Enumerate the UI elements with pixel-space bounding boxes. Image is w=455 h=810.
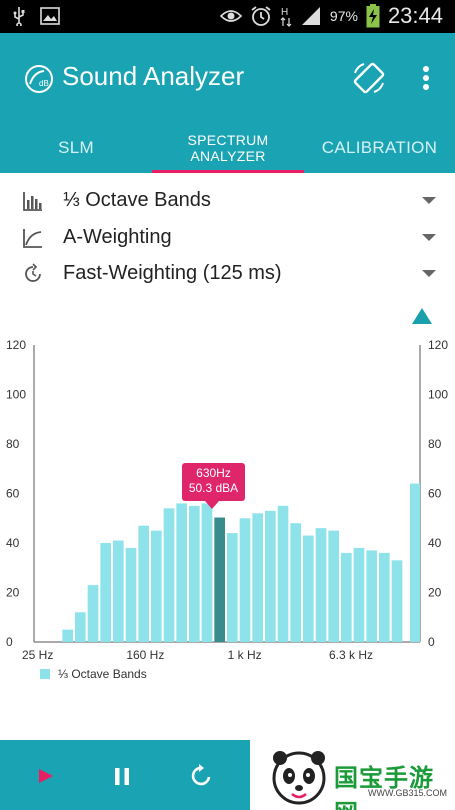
app-logo-icon: dB [25, 65, 53, 93]
spectrum-bar [75, 612, 86, 642]
spectrum-bar [391, 560, 403, 642]
y-tick-label-right: 0 [428, 635, 435, 649]
tab-spectrum-analyzer-label: SPECTRUM ANALYZER [187, 132, 269, 164]
spectrum-bar [189, 505, 200, 642]
eye-icon [219, 10, 242, 22]
tab-spectrum-analyzer[interactable]: SPECTRUM ANALYZER [152, 123, 304, 173]
y-tick-label-left: 0 [6, 635, 13, 649]
spectrum-bar [227, 533, 238, 642]
y-tick-label-left: 20 [6, 586, 20, 600]
watermark-text: 国宝手游网 [334, 765, 434, 810]
y-tick-label-left: 100 [6, 388, 26, 402]
weighting-value: A-Weighting [63, 226, 172, 248]
timer-icon [25, 263, 41, 282]
spectrum-bar [100, 543, 111, 642]
x-tick-label: 1 k Hz [228, 648, 262, 662]
active-tab-indicator [152, 170, 304, 173]
screen-rotation-icon[interactable] [352, 61, 386, 95]
spectrum-chart[interactable]: 0 0 20 20 40 40 60 60 80 80 100 100 120 120 25 Hz 160 H… [0, 335, 455, 665]
x-tick-label: 6.3 k Hz [329, 648, 373, 662]
bands-value: ⅓ Octave Bands [63, 189, 211, 211]
legend-label: ⅓ Octave Bands [58, 667, 147, 681]
x-tick-label: 160 Hz [126, 648, 164, 662]
watermark-url: WWW.GB315.COM [368, 788, 448, 798]
dropdown-arrow-icon [422, 197, 436, 204]
spectrum-bar [379, 552, 390, 642]
collapse-arrow-icon[interactable] [412, 308, 432, 324]
y-tick-label-right: 40 [428, 536, 442, 550]
image-icon [40, 7, 60, 25]
y-tick-label-left: 60 [6, 487, 20, 501]
hspa-icon: H [280, 7, 292, 27]
y-tick-label-left: 120 [6, 338, 26, 352]
bar-chart-icon [23, 192, 42, 211]
dropdown-arrow-icon [422, 234, 436, 241]
bands-dropdown[interactable]: ⅓ Octave Bands [0, 183, 455, 219]
status-bar: H 97% 23:44 [0, 0, 455, 33]
tab-calibration[interactable]: CALIBRATION [321, 138, 438, 157]
band-tooltip: 630Hz 50.3 dBA [182, 463, 245, 501]
tab-slm[interactable]: SLM [58, 138, 94, 157]
spectrum-bar [163, 508, 175, 642]
weighting-dropdown[interactable]: A-Weighting [0, 220, 455, 256]
clock: 23:44 [387, 3, 443, 28]
reset-icon[interactable] [188, 762, 216, 790]
spectrum-bar [277, 505, 289, 642]
y-tick-label-right: 80 [428, 437, 442, 451]
spectrum-bar [303, 535, 314, 642]
spectrum-bar [315, 528, 327, 642]
spectrum-bar [87, 585, 99, 642]
y-tick-label-left: 40 [6, 536, 20, 550]
spectrum-bar [328, 530, 339, 642]
spectrum-bar [176, 503, 187, 642]
dropdown-arrow-icon [422, 270, 436, 277]
spectrum-bar [265, 510, 276, 642]
usb-icon [13, 7, 25, 26]
spectrum-bar [353, 547, 365, 642]
play-icon[interactable] [32, 762, 60, 790]
time-weighting-value: Fast-Weighting (125 ms) [63, 262, 282, 284]
overall-level-bar [410, 483, 420, 642]
spectrum-bar [366, 550, 377, 642]
spectrum-bar [125, 547, 137, 642]
spectrum-bar [138, 525, 149, 642]
tooltip-tail [205, 501, 219, 509]
playback-controls [0, 740, 250, 810]
legend-swatch [40, 669, 50, 679]
tooltip-frequency: 630Hz [196, 466, 231, 480]
y-tick-label-right: 20 [428, 586, 442, 600]
weighting-curve-icon [23, 229, 42, 248]
chart-legend: ⅓ Octave Bands [40, 667, 147, 681]
time-weighting-dropdown[interactable]: Fast-Weighting (125 ms) [0, 256, 455, 292]
tab-bar: SLM SPECTRUM ANALYZER CALIBRATION [0, 123, 455, 173]
y-tick-label-right: 100 [428, 388, 448, 402]
alarm-icon [251, 6, 271, 26]
app-bar: dB Sound Analyzer SLM SPECTRUM ANALYZER … [0, 33, 455, 173]
spectrum-bar [214, 517, 225, 642]
overflow-menu-icon[interactable] [414, 63, 438, 93]
y-tick-label-right: 120 [428, 338, 448, 352]
spectrum-bar [201, 503, 213, 642]
tooltip-level: 50.3 dBA [188, 481, 239, 495]
battery-percent: 97% [329, 8, 358, 24]
y-tick-label-right: 60 [428, 487, 442, 501]
signal-icon [301, 7, 320, 25]
x-tick-label: 25 Hz [22, 648, 53, 662]
app-title: Sound Analyzer [62, 61, 245, 91]
y-tick-label-left: 80 [6, 437, 20, 451]
panda-logo-icon [272, 751, 326, 805]
spectrum-bar [252, 513, 263, 642]
spectrum-bar [113, 540, 124, 642]
app-logo-text: dB [39, 79, 49, 88]
spectrum-bar [62, 629, 73, 642]
spectrum-bar [290, 523, 301, 642]
pause-icon[interactable] [108, 762, 136, 790]
svg-text:H: H [281, 7, 288, 18]
spectrum-bar [151, 530, 162, 642]
battery-charging-icon [366, 4, 380, 28]
spectrum-bar [341, 552, 352, 642]
spectrum-bar [239, 518, 251, 642]
watermark: 国宝手游网 WWW.GB315.COM [250, 740, 455, 810]
